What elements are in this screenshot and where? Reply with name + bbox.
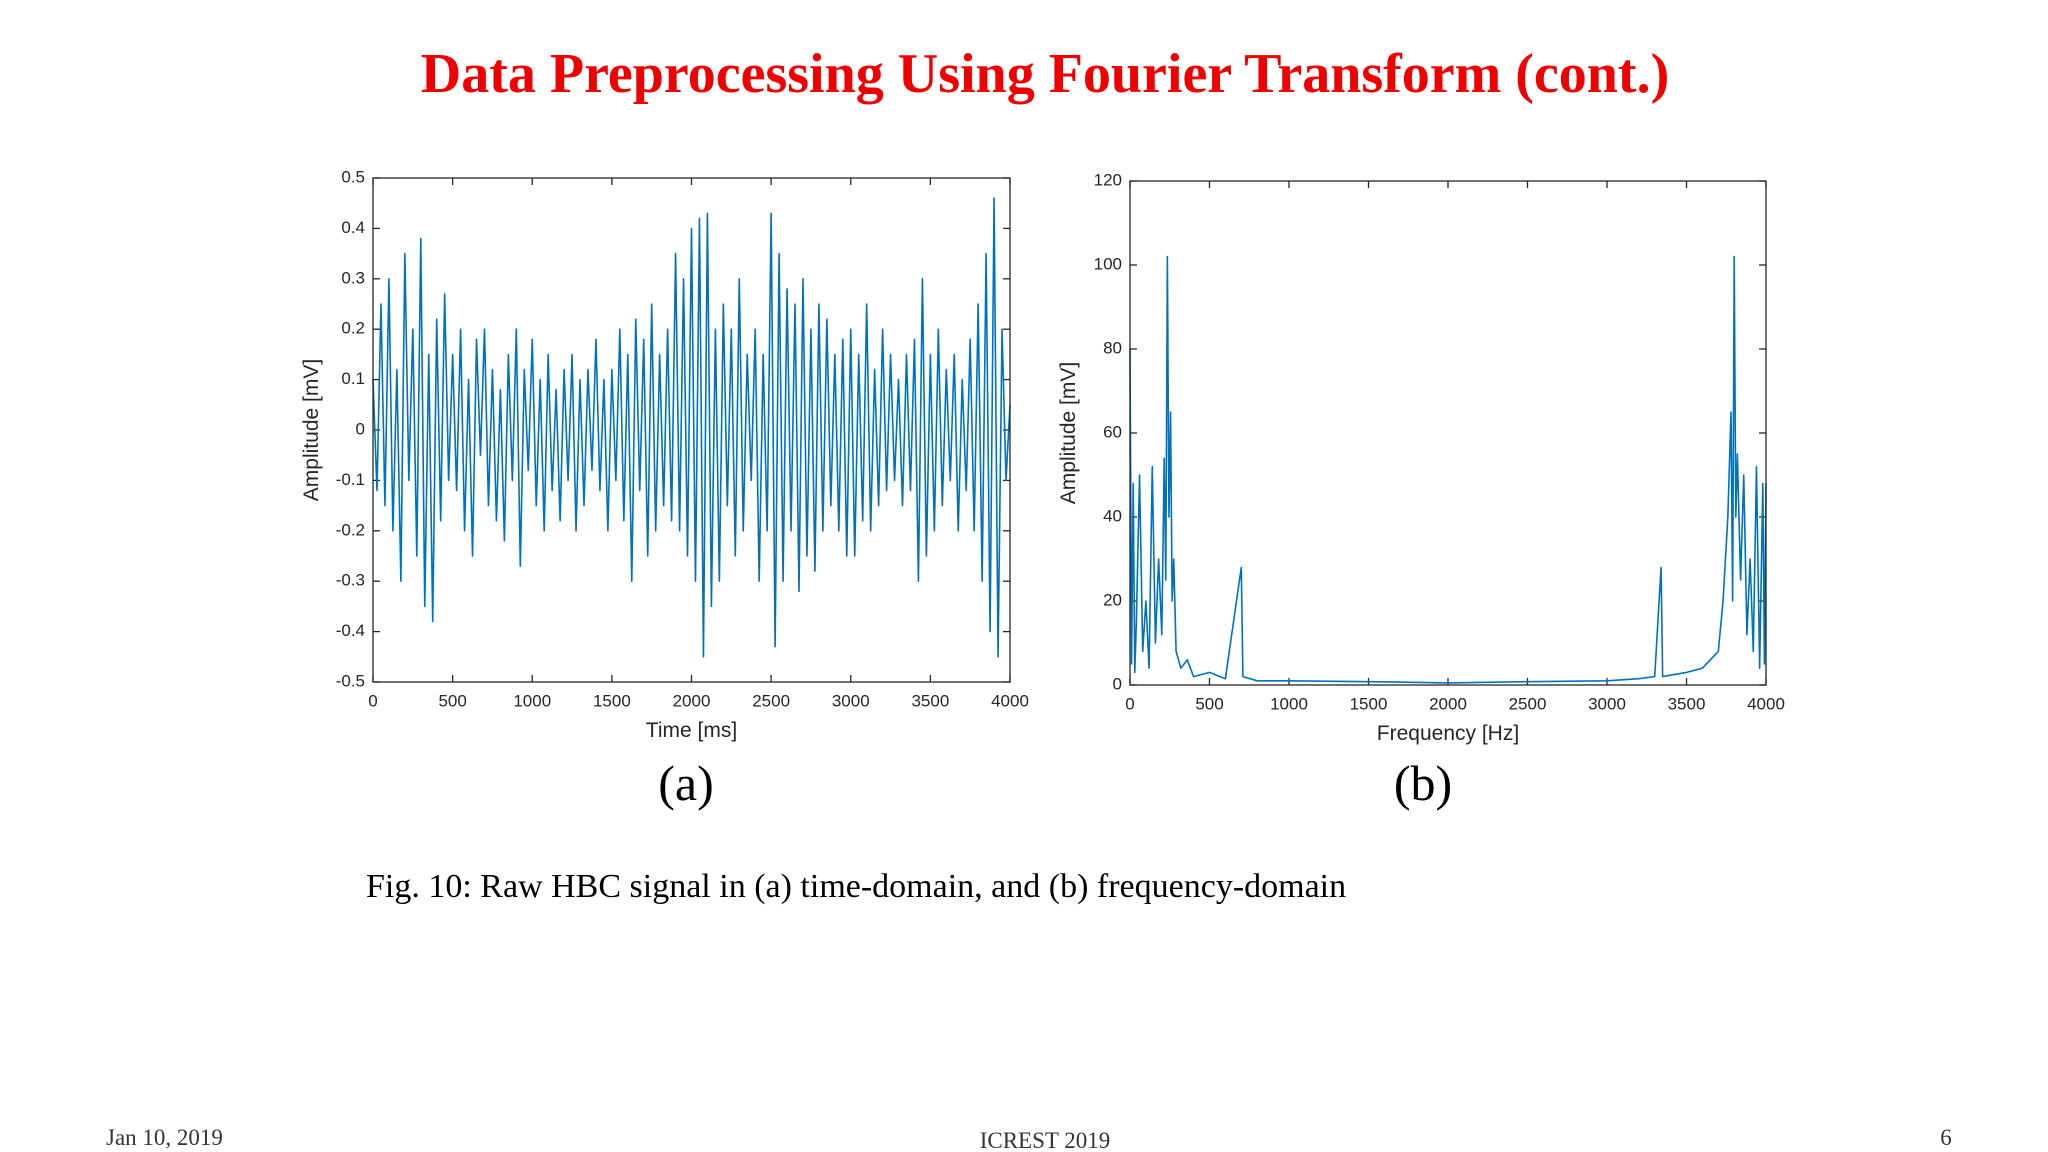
x-axis-label: Frequency [Hz]	[1377, 722, 1519, 745]
y-tick-label: 0	[1113, 674, 1122, 693]
x-tick-label: 3500	[1668, 694, 1706, 713]
y-tick-label: 0.4	[341, 218, 365, 237]
y-tick-label: -0.5	[336, 671, 365, 690]
x-tick-label: 3000	[1588, 694, 1626, 713]
x-tick-label: 2000	[1429, 694, 1467, 713]
x-tick-label: 2500	[752, 691, 790, 710]
y-axis-label: Amplitude [mV]	[1057, 362, 1080, 504]
y-tick-label: 40	[1103, 506, 1122, 525]
y-tick-label: 80	[1103, 338, 1122, 357]
x-tick-label: 3000	[832, 691, 870, 710]
y-tick-label: 0.5	[341, 167, 365, 186]
plot-area	[1130, 181, 1766, 685]
x-tick-label: 0	[368, 691, 377, 710]
y-tick-label: -0.1	[336, 470, 365, 489]
axes-box	[372, 177, 1011, 683]
x-tick-label: 1500	[593, 691, 631, 710]
subcaption: (a)	[658, 755, 714, 811]
footer-page: 6	[1940, 1125, 1952, 1150]
y-tick-label: 0.3	[341, 268, 365, 287]
y-tick-label: 20	[1103, 590, 1122, 609]
y-tick-label: 60	[1103, 422, 1122, 441]
x-tick-label: 4000	[991, 691, 1029, 710]
footer-date: Jan 10, 2019	[106, 1125, 223, 1150]
x-tick-label: 2500	[1509, 694, 1547, 713]
x-tick-label: 4000	[1747, 694, 1785, 713]
signal-line	[372, 197, 1011, 658]
x-tick-label: 1000	[513, 691, 551, 710]
y-tick-label: -0.4	[336, 621, 365, 640]
y-tick-label: -0.2	[336, 520, 365, 539]
x-tick-label: 1500	[1350, 694, 1388, 713]
y-tick-label: 0.1	[341, 369, 365, 388]
footer-event: ICREST 2019	[980, 1128, 1111, 1152]
x-axis-label: Time [ms]	[646, 719, 737, 742]
y-tick-label: -0.3	[336, 571, 365, 590]
figure-caption: Fig. 10: Raw HBC signal in (a) time-doma…	[366, 868, 1346, 905]
y-tick-label: 120	[1094, 170, 1122, 189]
axes-box	[1129, 180, 1767, 686]
subcaption: (b)	[1394, 755, 1452, 811]
y-tick-label: 100	[1094, 254, 1122, 273]
x-tick-label: 0	[1125, 694, 1134, 713]
slide-title: Data Preprocessing Using Fourier Transfo…	[421, 43, 1669, 105]
x-tick-label: 1000	[1270, 694, 1308, 713]
x-tick-label: 500	[1195, 694, 1223, 713]
y-tick-label: 0.2	[341, 319, 365, 338]
y-tick-label: 0	[356, 419, 365, 438]
x-tick-label: 2000	[673, 691, 711, 710]
x-tick-label: 3500	[911, 691, 949, 710]
y-axis-label: Amplitude [mV]	[300, 359, 323, 501]
x-tick-label: 500	[438, 691, 466, 710]
signal-line	[1129, 255, 1767, 684]
